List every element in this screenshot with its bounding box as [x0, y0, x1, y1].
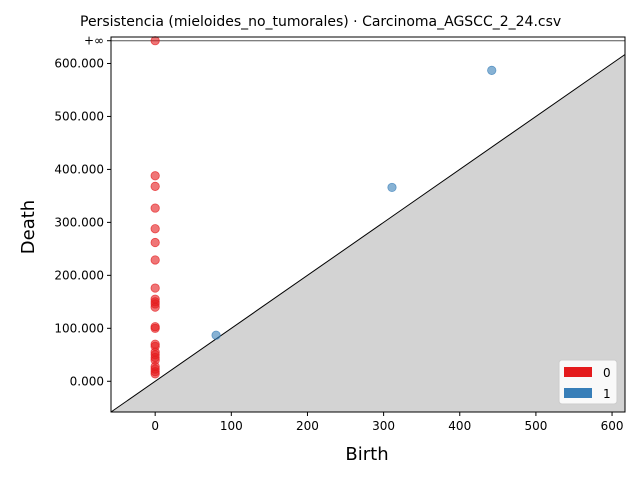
series-0-point — [150, 237, 160, 248]
chart-title: Persistencia (mieloides_no_tumorales) · … — [80, 14, 561, 30]
x-tick-label: 100 — [220, 419, 243, 433]
y-tick-label: 500.000 — [54, 109, 104, 123]
y-tick-label: 100.000 — [54, 321, 104, 335]
series-0-point — [150, 203, 160, 213]
y-tick-label: 300.000 — [54, 215, 104, 229]
legend-swatch-1 — [564, 388, 592, 398]
series-0-point — [150, 181, 160, 191]
infinity-tick-label: +∞ — [84, 34, 104, 48]
plot-area: 0 100 200 300 400 500 600 0.000 100.000 200.000 30… — [54, 34, 626, 433]
y-tick-label: 200.000 — [54, 268, 104, 282]
series-1-point — [211, 330, 221, 340]
x-tick-label: 0 — [151, 419, 159, 433]
x-tick-label: 400 — [448, 419, 471, 433]
y-tick-label: 600.000 — [54, 56, 104, 70]
series-0-point — [150, 224, 160, 234]
diagonal-line — [110, 54, 626, 413]
series-0-point — [150, 283, 160, 293]
series-0-point — [150, 171, 160, 181]
y-tick-label: 400.000 — [54, 162, 104, 176]
legend-label-1: 1 — [603, 387, 611, 401]
x-tick-label: 300 — [372, 419, 395, 433]
x-tick-label: 200 — [296, 419, 319, 433]
y-axis-label: Death — [18, 200, 39, 254]
y-tick-label: 0.000 — [70, 374, 104, 388]
x-tick-label: 600 — [601, 419, 624, 433]
series-0-point — [150, 36, 160, 46]
axes-frame — [110, 36, 626, 413]
legend-swatch-0 — [564, 367, 592, 377]
series-1-point — [387, 182, 397, 193]
legend-label-0: 0 — [603, 366, 611, 380]
series-0-point — [150, 302, 160, 312]
x-axis-label: Birth — [345, 444, 388, 465]
series-1-point — [487, 65, 497, 75]
series-0-point — [150, 255, 160, 265]
series-0-point — [150, 369, 160, 379]
x-tick-label: 500 — [524, 419, 547, 433]
series-0-point — [150, 323, 160, 333]
